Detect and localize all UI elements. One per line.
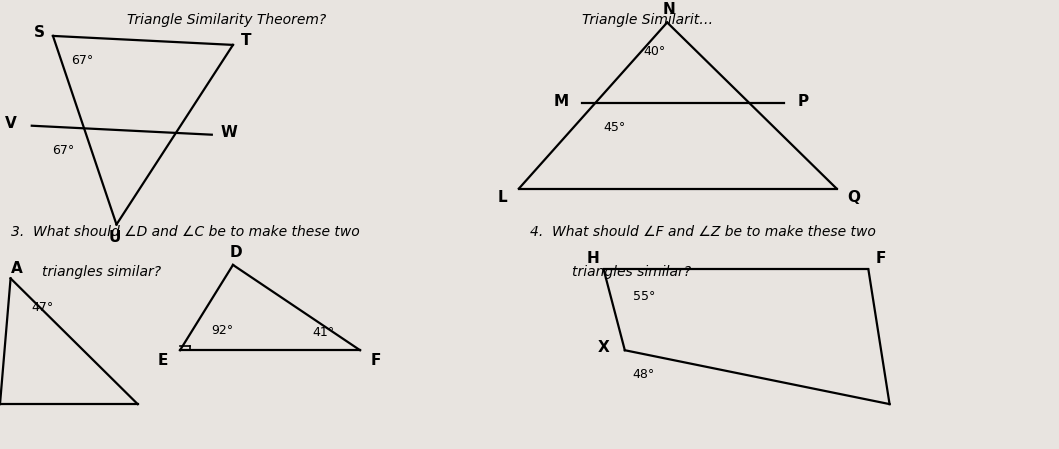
Text: T: T xyxy=(240,33,251,48)
Text: 4.  What should ∠F and ∠Z be to make these two: 4. What should ∠F and ∠Z be to make thes… xyxy=(530,224,876,238)
Text: S: S xyxy=(34,25,44,40)
Text: E: E xyxy=(158,352,168,368)
Text: X: X xyxy=(597,340,610,356)
Text: N: N xyxy=(663,2,676,18)
Text: 55°: 55° xyxy=(632,290,656,303)
Text: H: H xyxy=(587,251,599,266)
Text: 48°: 48° xyxy=(632,369,656,381)
Text: 40°: 40° xyxy=(643,45,666,58)
Text: 92°: 92° xyxy=(212,324,233,336)
Text: 67°: 67° xyxy=(52,144,75,157)
Text: Triangle Similarity Theorem?: Triangle Similarity Theorem? xyxy=(127,13,326,27)
Text: V: V xyxy=(4,116,17,131)
Text: M: M xyxy=(554,93,569,109)
Text: A: A xyxy=(11,261,23,276)
Text: F: F xyxy=(876,251,886,266)
Text: W: W xyxy=(220,125,237,140)
Text: D: D xyxy=(230,245,243,260)
Text: L: L xyxy=(497,190,507,205)
Text: 47°: 47° xyxy=(31,301,54,314)
Text: Triangle Similarit…: Triangle Similarit… xyxy=(582,13,714,27)
Text: F: F xyxy=(371,352,381,368)
Text: 45°: 45° xyxy=(603,122,626,134)
Text: P: P xyxy=(797,93,808,109)
Text: 41°: 41° xyxy=(312,326,334,339)
Text: 3.  What should ∠D and ∠C be to make these two: 3. What should ∠D and ∠C be to make thes… xyxy=(11,224,359,238)
Text: Q: Q xyxy=(847,190,860,205)
Text: 67°: 67° xyxy=(71,54,94,67)
Text: U: U xyxy=(108,230,121,246)
Text: triangles similar?: triangles similar? xyxy=(572,265,690,279)
Text: triangles similar?: triangles similar? xyxy=(42,265,161,279)
